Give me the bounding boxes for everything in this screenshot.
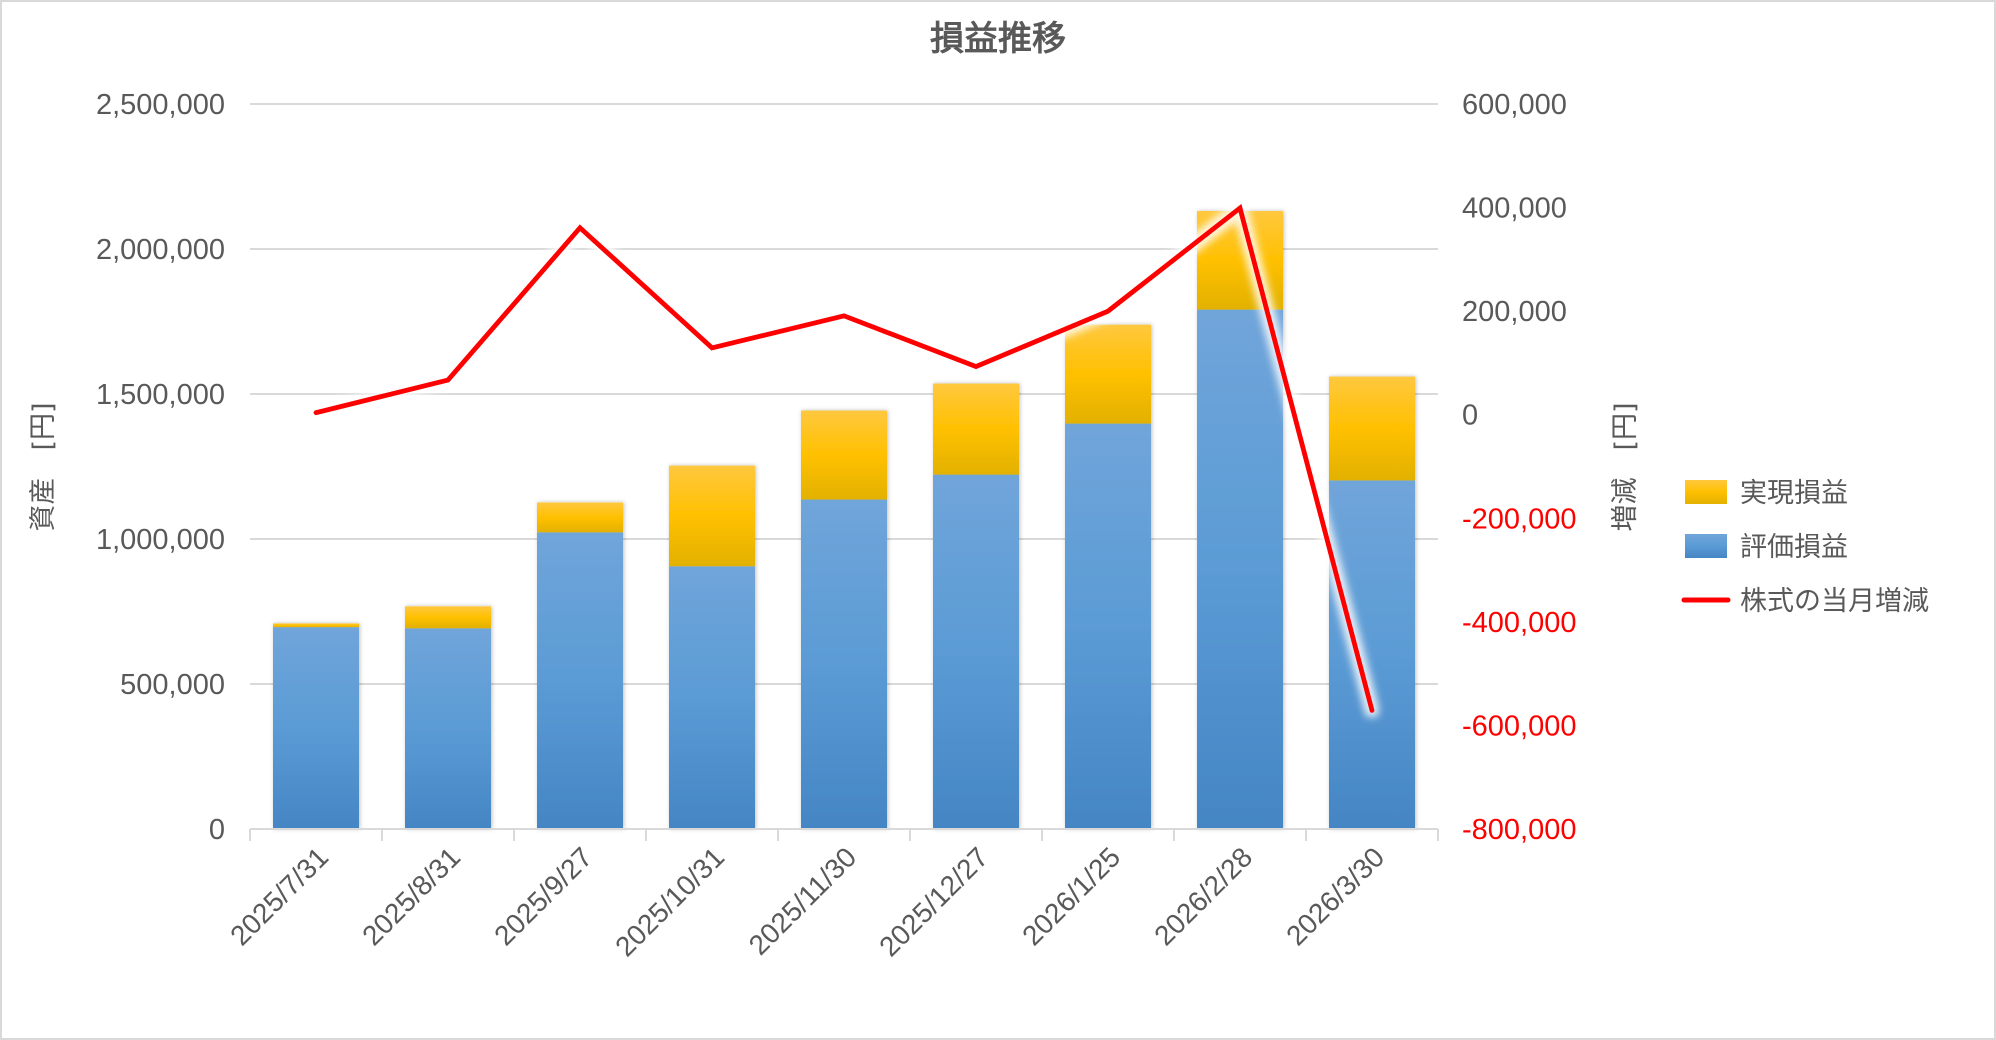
right-axis-tick-label: -600,000 <box>1462 710 1577 742</box>
bar-stack <box>1329 376 1415 829</box>
right-axis-tick-label: 0 <box>1462 400 1478 432</box>
bar-unrealized <box>933 474 1019 829</box>
left-axis-tick-label: 500,000 <box>120 669 225 701</box>
legend-item: 実現損益 <box>1685 478 1848 509</box>
bar-unrealized <box>273 627 359 829</box>
x-axis-label: 2025/10/31 <box>609 841 730 962</box>
right-axis-tick-label: -800,000 <box>1462 814 1577 846</box>
bar-unrealized <box>1197 309 1283 829</box>
bar-unrealized <box>669 566 755 829</box>
left-axis-title: 資産 [円] <box>28 402 59 531</box>
bar-stack <box>537 502 623 829</box>
x-axis-label: 2026/3/30 <box>1280 841 1390 951</box>
bar-unrealized <box>801 499 887 829</box>
bar-unrealized <box>405 628 491 829</box>
x-axis-labels: 2025/7/31 2025/8/31 2025/9/27 2025/10/31 202… <box>224 841 1390 962</box>
right-axis-tick-label: 400,000 <box>1462 193 1567 225</box>
right-axis-title: 増減 [円] <box>1610 402 1641 531</box>
x-axis-label: 2026/1/25 <box>1016 841 1126 951</box>
x-axis-label: 2025/11/30 <box>743 841 863 961</box>
legend-label: 評価損益 <box>1740 532 1848 563</box>
line-series <box>313 203 1375 713</box>
x-axis-label: 2025/9/27 <box>488 841 598 951</box>
left-axis-tick-label: 2,000,000 <box>96 234 225 266</box>
bar-realized <box>1197 211 1283 310</box>
legend-swatch <box>1685 480 1727 504</box>
legend-label: 株式の当月増減 <box>1740 586 1929 617</box>
x-axis-label: 2025/7/31 <box>224 841 334 951</box>
bar-stack <box>1065 324 1151 829</box>
bar-realized <box>273 623 359 628</box>
bar-unrealized <box>1329 480 1415 829</box>
bar-unrealized <box>537 532 623 829</box>
bar-realized <box>801 410 887 500</box>
bar-realized <box>537 502 623 533</box>
bar-stack <box>933 383 1019 829</box>
x-axis-label: 2025/12/27 <box>873 841 994 962</box>
legend-item: 株式の当月増減 <box>1681 586 1929 617</box>
bar-realized <box>933 383 1019 475</box>
bar-series <box>273 211 1415 829</box>
right-axis-tick-label: 200,000 <box>1462 296 1567 328</box>
right-axis-tick-label: 600,000 <box>1462 89 1567 121</box>
bar-stack <box>405 606 491 829</box>
bar-realized <box>669 465 755 567</box>
bar-stack <box>1197 211 1283 829</box>
legend-label: 実現損益 <box>1740 478 1848 509</box>
legend-swatch <box>1685 534 1727 558</box>
x-axis-label: 2026/2/28 <box>1148 841 1258 951</box>
line-monthly-change <box>313 203 1375 713</box>
x-axis-label: 2025/8/31 <box>356 841 466 951</box>
left-axis-tick-label: 1,500,000 <box>96 379 225 411</box>
bar-stack <box>273 623 359 829</box>
right-axis-tick-label: -400,000 <box>1462 607 1577 639</box>
left-axis-tick-label: 1,000,000 <box>96 524 225 556</box>
right-axis-ticks: -800,000 -600,000 -400,000 -200,000 0 200,000… <box>1462 89 1577 846</box>
bar-realized <box>1065 324 1151 424</box>
bar-realized <box>405 606 491 629</box>
left-axis-ticks: 0 500,000 1,000,000 1,500,000 2,000,000 2,500… <box>96 89 225 846</box>
chart-title: 損益推移 <box>930 19 1066 59</box>
bar-stack <box>669 465 755 829</box>
left-axis-tick-label: 0 <box>209 814 225 846</box>
left-axis-tick-label: 2,500,000 <box>96 89 225 121</box>
x-axis <box>249 828 1439 841</box>
bar-stack <box>801 410 887 829</box>
legend-item: 評価損益 <box>1685 532 1848 563</box>
right-axis-tick-label: -200,000 <box>1462 503 1577 535</box>
bar-realized <box>1329 376 1415 481</box>
bar-unrealized <box>1065 423 1151 829</box>
